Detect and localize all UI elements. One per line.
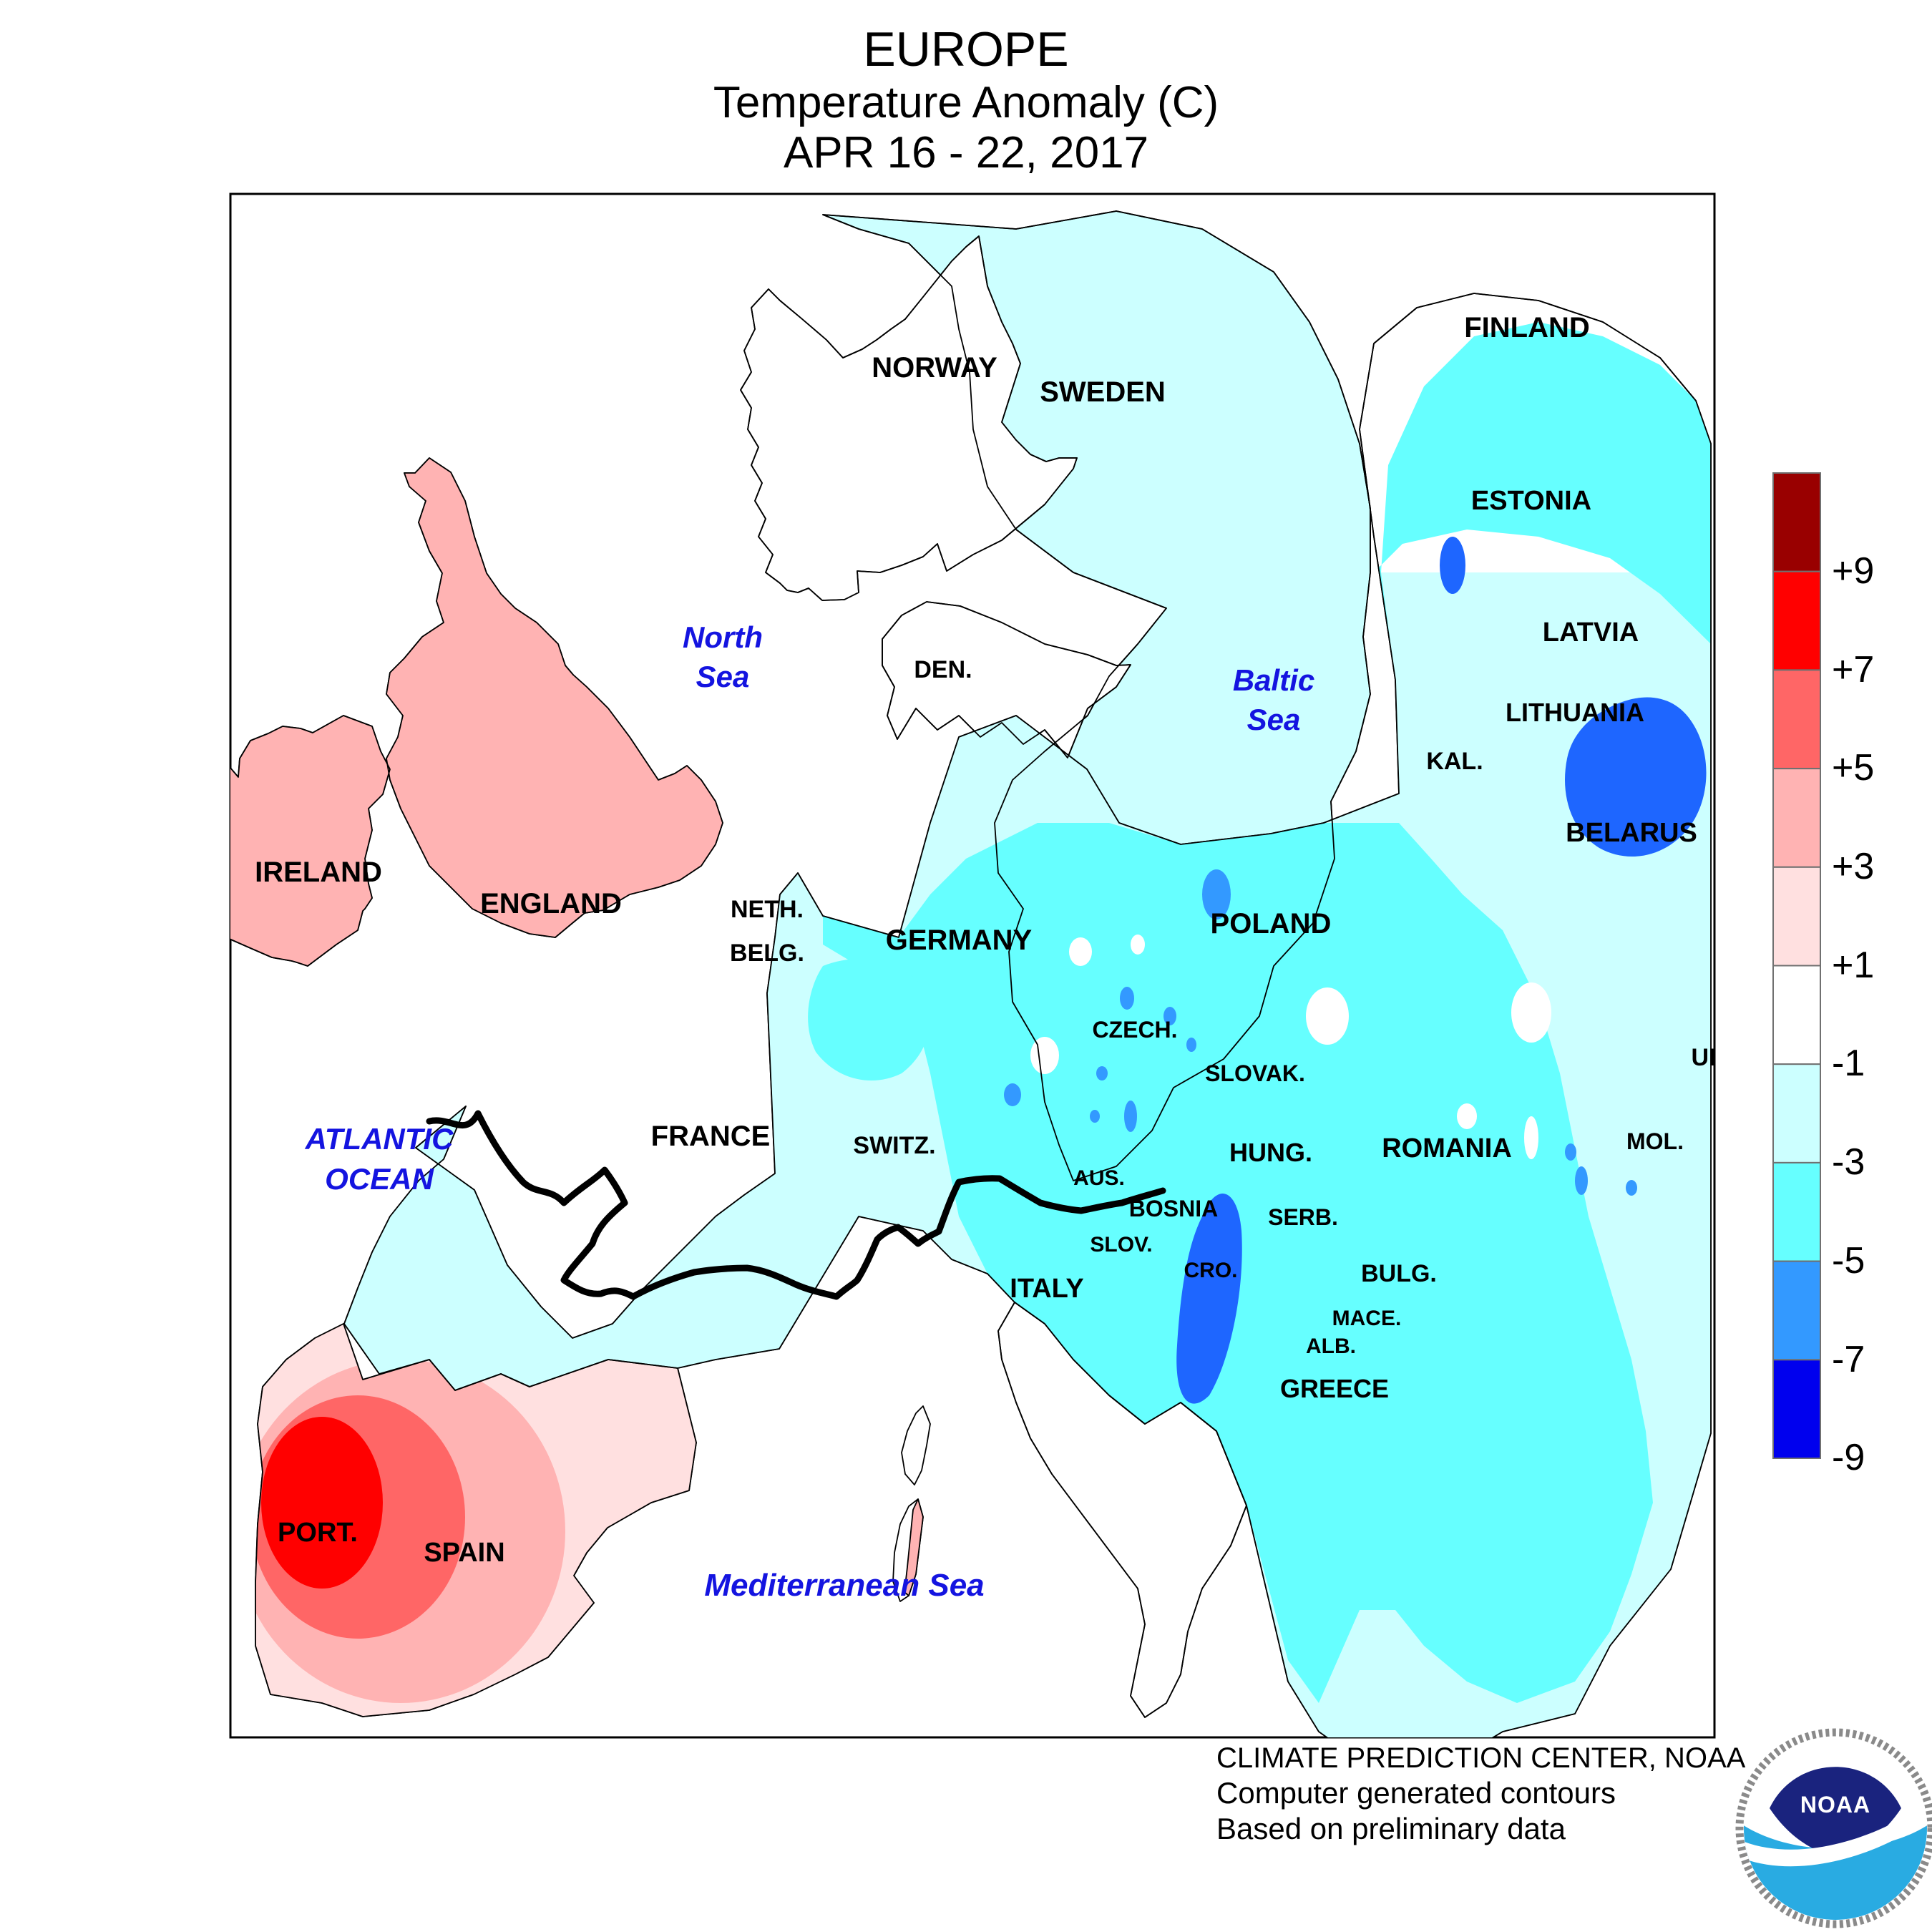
svg-text:ROMANIA: ROMANIA [1382,1133,1512,1163]
svg-text:PORT.: PORT. [278,1518,358,1548]
svg-text:-7: -7 [1832,1339,1865,1380]
svg-text:LATVIA: LATVIA [1543,618,1639,648]
svg-text:KAL.: KAL. [1426,748,1483,775]
svg-text:ATLANTIC: ATLANTIC [305,1122,454,1156]
svg-text:DEN.: DEN. [914,656,972,683]
svg-text:SLOV.: SLOV. [1090,1233,1152,1257]
svg-text:Computer generated contours: Computer generated contours [1216,1776,1616,1810]
svg-text:North: North [683,620,763,654]
svg-text:HUNG.: HUNG. [1229,1138,1312,1167]
svg-text:OCEAN: OCEAN [325,1162,434,1196]
svg-text:POLAND: POLAND [1211,908,1332,940]
svg-text:ITALY: ITALY [1010,1274,1083,1304]
svg-text:+5: +5 [1832,747,1874,789]
svg-text:UK: UK [1691,1044,1727,1071]
svg-text:-9: -9 [1832,1437,1865,1478]
svg-text:ALB.: ALB. [1306,1335,1356,1358]
svg-text:+7: +7 [1832,649,1874,691]
svg-text:+9: +9 [1832,550,1874,592]
svg-text:SERB.: SERB. [1268,1204,1338,1230]
svg-text:LITHUANIA: LITHUANIA [1506,698,1644,727]
svg-text:-5: -5 [1832,1240,1865,1282]
svg-text:Mediterranean Sea: Mediterranean Sea [704,1568,984,1603]
svg-text:BULG.: BULG. [1361,1260,1437,1287]
svg-text:BELARUS: BELARUS [1566,818,1697,848]
svg-text:SPAIN: SPAIN [424,1538,504,1568]
svg-text:ENGLAND: ENGLAND [480,888,622,919]
svg-text:AUS.: AUS. [1073,1166,1125,1190]
svg-text:Based on preliminary data: Based on preliminary data [1216,1812,1566,1845]
svg-text:SWITZ.: SWITZ. [853,1132,935,1159]
svg-text:CZECH.: CZECH. [1092,1017,1177,1043]
svg-text:SLOVAK.: SLOVAK. [1205,1060,1305,1086]
svg-text:BELG.: BELG. [730,940,804,967]
svg-text:ESTONIA: ESTONIA [1471,486,1591,516]
svg-text:CLIMATE PREDICTION CENTER, NOA: CLIMATE PREDICTION CENTER, NOAA [1216,1742,1746,1774]
svg-text:+3: +3 [1832,846,1874,887]
svg-text:SWEDEN: SWEDEN [1040,376,1166,408]
svg-text:-3: -3 [1832,1141,1865,1183]
svg-text:Sea: Sea [696,660,750,693]
svg-text:MOL.: MOL. [1626,1128,1684,1154]
svg-text:NORWAY: NORWAY [872,352,997,384]
svg-text:GREECE: GREECE [1280,1374,1389,1403]
svg-text:GERMANY: GERMANY [886,924,1033,956]
svg-text:IRELAND: IRELAND [255,857,382,888]
svg-text:BOSNIA: BOSNIA [1129,1196,1218,1221]
svg-text:Sea: Sea [1247,703,1301,736]
svg-text:MACE.: MACE. [1332,1307,1402,1330]
svg-text:+1: +1 [1832,945,1874,986]
svg-text:FINLAND: FINLAND [1464,312,1590,343]
svg-text:NETH.: NETH. [731,896,804,923]
svg-text:Baltic: Baltic [1233,663,1314,697]
svg-text:NOAA: NOAA [1800,1792,1870,1818]
svg-text:FRANCE: FRANCE [651,1121,771,1152]
svg-text:CRO.: CRO. [1184,1259,1238,1282]
svg-text:-1: -1 [1832,1043,1865,1084]
